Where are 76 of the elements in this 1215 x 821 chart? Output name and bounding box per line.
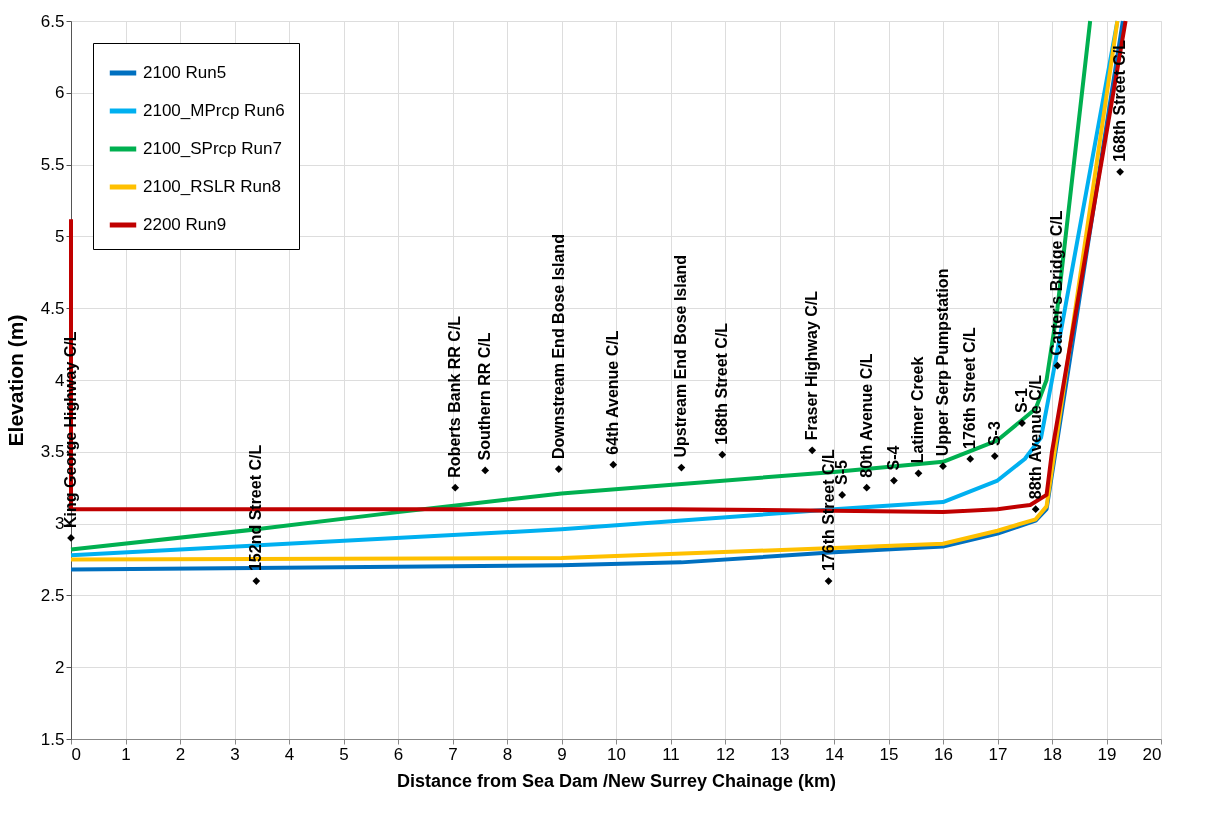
point [718, 450, 727, 459]
x-tick-label: 19 [1097, 744, 1117, 764]
x-tick-label: 0 [71, 744, 81, 764]
x-tick-label: 4 [284, 744, 295, 764]
x-tick-label: 20 [1142, 744, 1162, 764]
point [914, 469, 923, 478]
y-tick-label: 5.5 [40, 155, 65, 175]
x-tick-label: 12 [716, 744, 735, 764]
annotation: 88th Avenue C/L [1026, 374, 1044, 500]
point [1053, 361, 1062, 370]
y-tick-label: 5 [55, 226, 65, 246]
point [824, 577, 833, 585]
annotation: Roberts Bank RR C/L [446, 315, 464, 478]
x-tick-label: 18 [1043, 744, 1062, 764]
x-tick-label: 6 [393, 744, 404, 764]
x-tick-label: 11 [662, 744, 680, 764]
point [966, 455, 975, 463]
x-tick-label: 16 [934, 744, 953, 764]
y-tick-label: 2 [55, 657, 65, 677]
annotation: Latimer Creek [909, 356, 927, 464]
annotation: 152nd Street C/L [247, 444, 265, 572]
annotation: S-3 [985, 421, 1003, 447]
point [990, 452, 999, 460]
point [252, 577, 261, 585]
y-tick-label: 1.5 [40, 729, 65, 749]
point [808, 446, 817, 455]
point [862, 483, 871, 492]
y-tick-label: 3.5 [40, 442, 65, 462]
legend-label: 2100_RSLR Run8 [143, 177, 281, 196]
x-axis-title: Distance from Sea Dam /New Surrey Chainage (km) [396, 770, 837, 791]
point [1031, 505, 1040, 514]
x-tick-label: 17 [988, 744, 1008, 764]
y-axis-title: Elevation (m) [3, 314, 27, 447]
legend-label: 2200 Run9 [143, 215, 227, 234]
y-tick-label: 6 [55, 83, 65, 103]
legend-label: 2100_SPrcp Run7 [143, 139, 282, 158]
annotation: Carter's Bridge C/L [1048, 210, 1066, 356]
x-tick-label: 5 [339, 744, 349, 764]
annotation: 80th Avenue C/L [857, 353, 875, 478]
legend-label: 2100 Run5 [143, 63, 227, 82]
point [451, 483, 460, 492]
legend-label: 2100_MPrcp Run6 [143, 101, 285, 120]
x-tick-label: 13 [770, 744, 790, 764]
x-tick-label: 14 [825, 744, 844, 764]
x-tick-label: 7 [448, 744, 458, 764]
annotation: 64th Avenue C/L [604, 330, 622, 455]
annotation: 168th Street C/L [713, 322, 731, 445]
x-tick-label: 2 [175, 744, 186, 764]
annotation: Fraser Highway C/L [803, 290, 821, 441]
point [1116, 167, 1124, 176]
annotation: Upper Serp Pumpstation [934, 268, 951, 457]
y-tick-label: 2.5 [40, 585, 65, 605]
x-tick-label: 8 [502, 744, 513, 764]
point [554, 465, 563, 473]
annotation: Southern RR C/L [476, 332, 494, 461]
x-tick-label: 15 [879, 744, 899, 764]
point [481, 466, 490, 475]
y-tick-label: 4.5 [40, 298, 65, 318]
x-tick-label: 9 [557, 744, 567, 764]
y-tick-label: 3 [55, 514, 65, 534]
point [939, 462, 947, 471]
annotation: Upstream End Bose Island [672, 254, 690, 458]
annotation: S-4 [884, 445, 902, 471]
annotation: 168th Street C/L [1111, 39, 1129, 162]
point [677, 463, 686, 472]
y-tick-label: 6.5 [40, 11, 65, 31]
annotation: S-5 [833, 459, 851, 485]
point [890, 476, 898, 485]
annotation: 176th Street C/L [961, 326, 979, 449]
x-tick-label: 10 [607, 744, 626, 764]
y-tick-label: 4 [55, 370, 65, 390]
point [838, 491, 847, 499]
x-tick-label: 3 [230, 744, 240, 764]
annotation: Downstream End Bose Island [549, 234, 567, 460]
x-tick-label: 1 [121, 744, 131, 764]
point [609, 460, 618, 469]
